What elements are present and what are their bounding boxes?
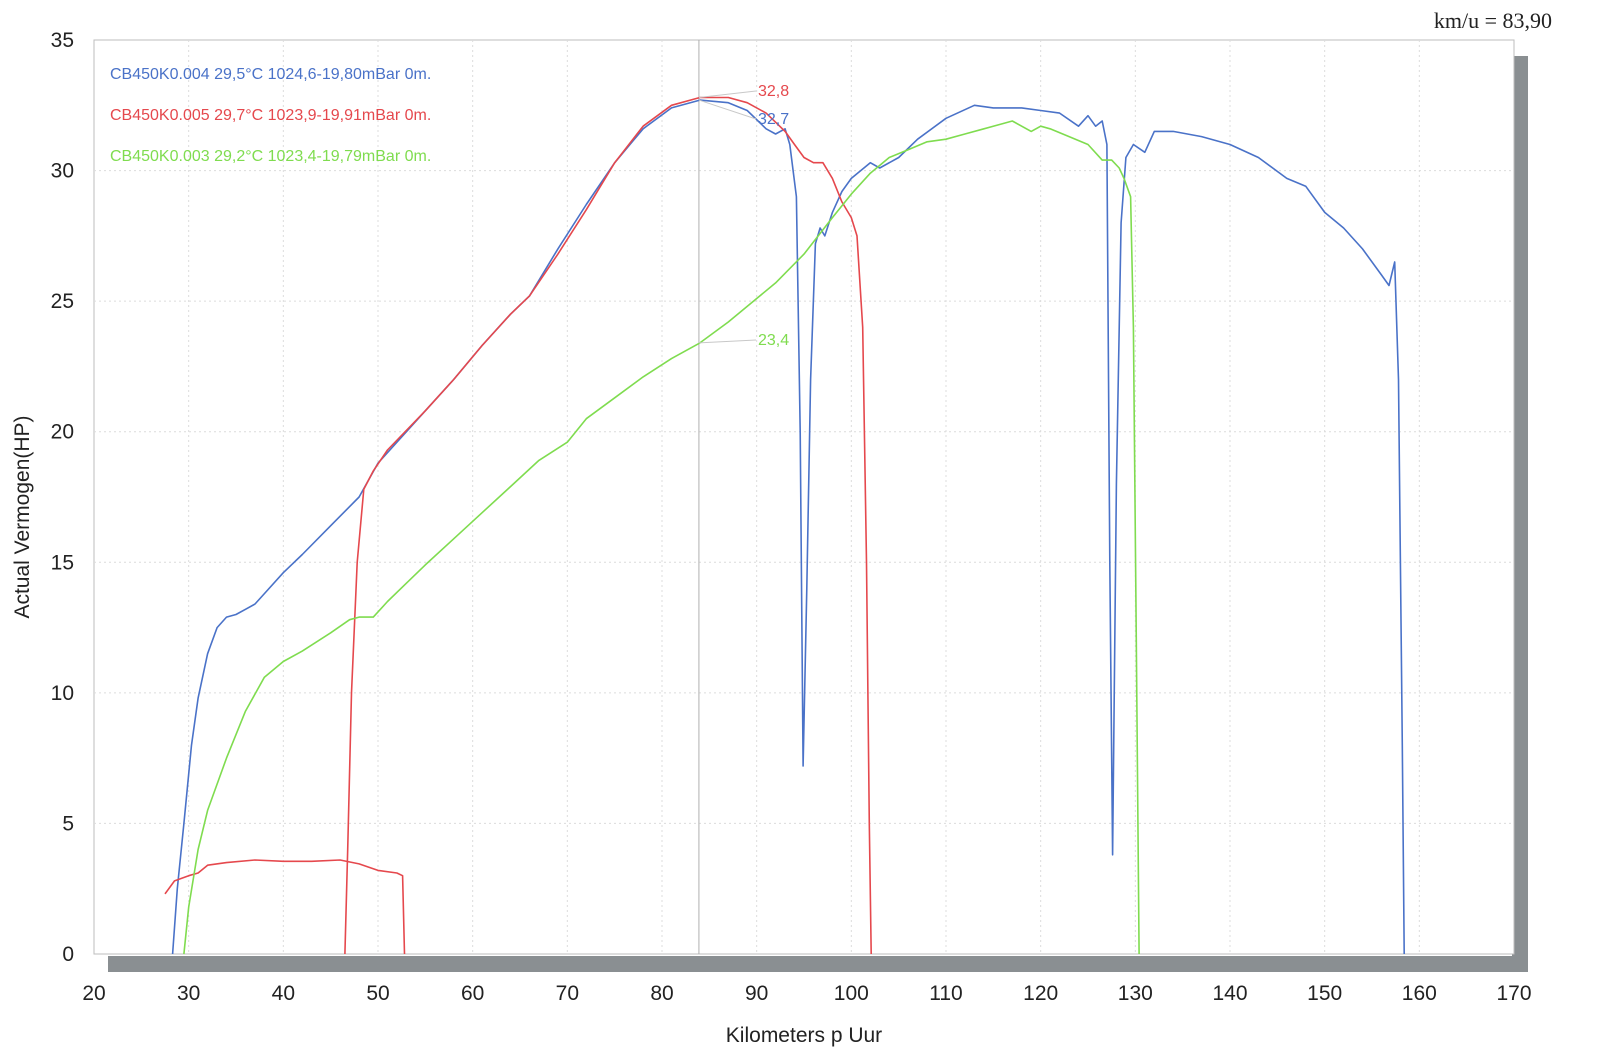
series-line [164,96,872,955]
legend-entry: CB450K0.004 29,5°C 1024,6-19,80mBar 0m. [110,66,431,83]
plot-area [93,39,1515,955]
y-tick-label: 0 [62,943,74,966]
x-tick-label: 160 [1402,982,1437,1005]
x-axis-title: Kilometers p Uur [726,1024,882,1047]
cursor-readout: km/u = 83,90 [1434,8,1552,33]
y-tick-label: 15 [51,551,74,574]
x-tick-label: 110 [929,982,962,1005]
x-tick-label: 130 [1118,982,1153,1005]
series-line [183,120,1140,955]
plot-shadow-right [1512,56,1528,972]
x-tick-label: 100 [834,982,869,1005]
x-tick-label: 30 [177,982,200,1005]
legend-entry: CB450K0.003 29,2°C 1023,4-19,79mBar 0m. [110,148,431,165]
y-tick-label: 25 [51,290,74,313]
x-tick-labels: 20 30 40 50 60 70 80 90 100 110 120 130 140 150 160 170 [82,982,1531,1005]
x-tick-label: 60 [461,982,484,1005]
y-tick-label: 10 [51,682,74,705]
plot-shadow-bottom [108,956,1528,972]
x-tick-label: 140 [1212,982,1247,1005]
value-annotations: 32,8 32,7 23,4 [698,83,789,349]
x-tick-label: 170 [1496,982,1531,1005]
x-tick-label: 150 [1307,982,1342,1005]
value-annotation: 32,7 [758,111,789,128]
y-tick-labels: 0 5 10 15 20 25 30 35 [51,29,74,966]
x-tick-label: 70 [556,982,579,1005]
legend-entry: CB450K0.005 29,7°C 1023,9-19,91mBar 0m. [110,107,431,124]
annotation-leader [698,90,757,98]
series-line [171,99,1405,955]
x-tick-label: 90 [745,982,768,1005]
annotation-leader [698,99,757,120]
y-axis-title: Actual Vermogen(HP) [11,415,34,618]
y-tick-label: 20 [51,421,74,444]
x-tick-label: 20 [82,982,105,1005]
value-annotation: 23,4 [758,332,789,349]
y-tick-label: 5 [62,812,74,835]
grid [94,40,1514,954]
legend: CB450K0.004 29,5°C 1024,6-19,80mBar 0m. C… [110,66,431,165]
series-layer [164,96,1405,955]
y-tick-label: 35 [51,29,74,52]
y-tick-label: 30 [51,160,74,183]
x-tick-label: 40 [272,982,295,1005]
annotation-leader [698,339,757,344]
value-annotation: 32,8 [758,83,789,100]
x-tick-label: 80 [650,982,673,1005]
x-tick-label: 120 [1023,982,1058,1005]
x-tick-label: 50 [366,982,389,1005]
